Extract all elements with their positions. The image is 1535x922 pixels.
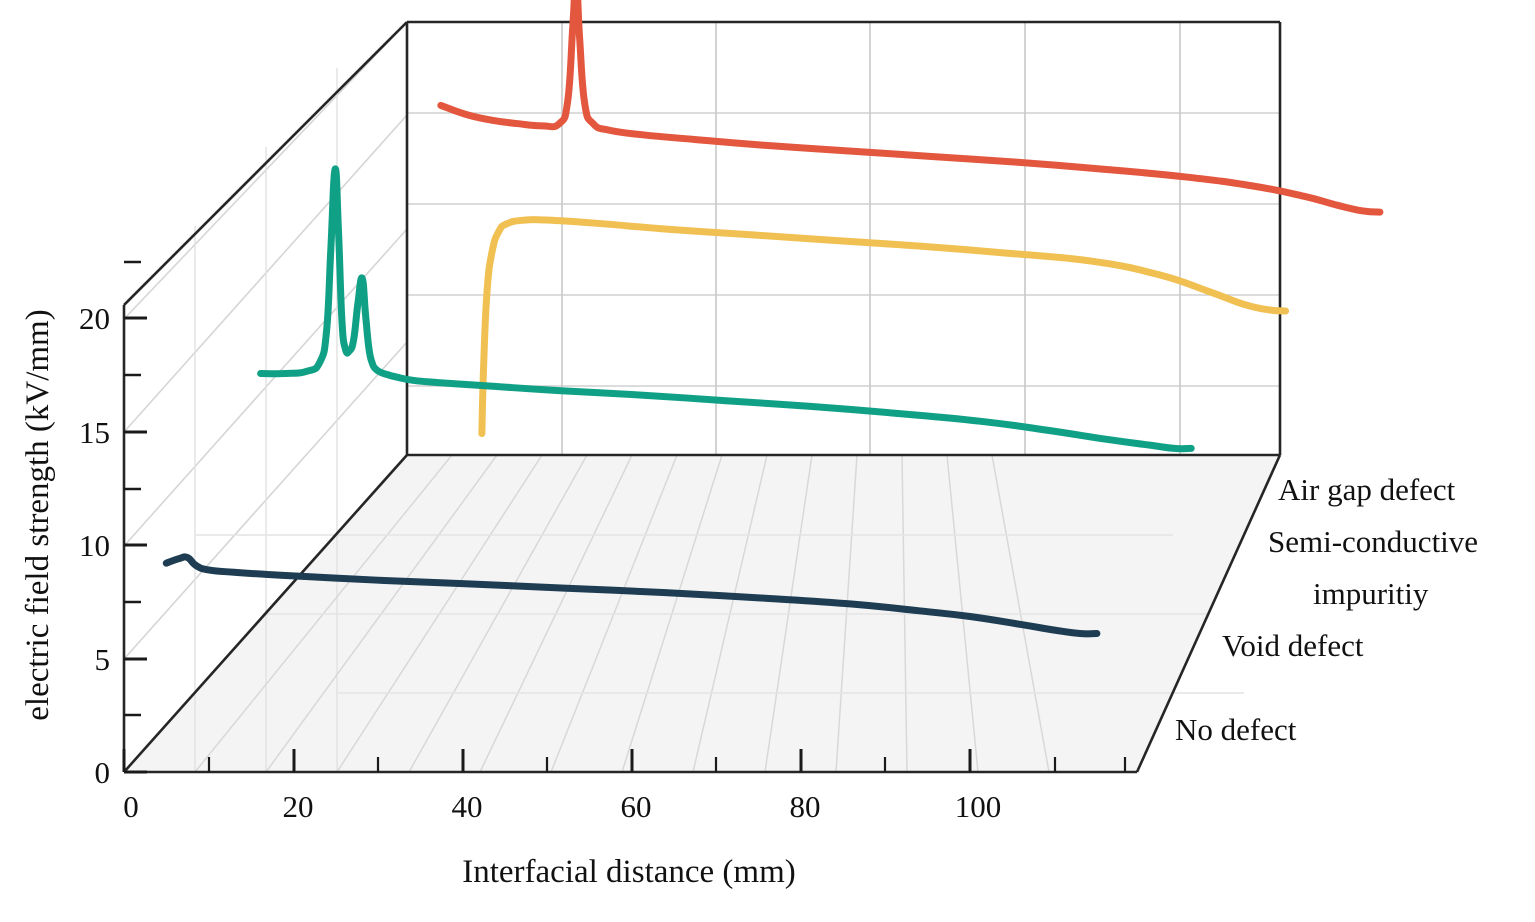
y-tick-label: 5 — [95, 642, 111, 677]
x-tick-label: 80 — [790, 789, 821, 824]
x-tick-label: 60 — [621, 789, 652, 824]
y-tick-label: 10 — [79, 528, 110, 563]
series-lines — [162, 0, 1384, 638]
axis-frame — [122, 20, 1282, 774]
x-axis-title: Interfacial distance (mm) — [462, 854, 796, 890]
y-axis-tick-labels: 0 5 10 15 20 — [79, 301, 110, 790]
series-line-no-defect — [162, 553, 1101, 638]
series-label-no-defect: No defect — [1175, 712, 1297, 747]
series-label-impurity: impuritiy — [1313, 576, 1429, 611]
x-axis-ticks — [122, 749, 1127, 772]
series-label-air-gap-defect: Air gap defect — [1278, 472, 1456, 507]
x-tick-label: 40 — [452, 789, 483, 824]
backwall-vertical-gridlines — [561, 22, 1181, 455]
y-tick-label: 0 — [95, 755, 111, 790]
series-label-void-defect: Void defect — [1222, 628, 1364, 663]
floor-row-gridlines — [195, 534, 1244, 694]
x-tick-label: 100 — [955, 789, 1002, 824]
x-tick-label: 0 — [123, 789, 139, 824]
y-axis-ticks — [124, 260, 147, 774]
x-tick-label: 20 — [283, 789, 314, 824]
y-tick-label: 20 — [79, 301, 110, 336]
y-axis-title: electric field strength (kV/mm) — [20, 309, 56, 720]
x-axis-tick-labels: 0 20 40 60 80 100 — [123, 789, 1001, 824]
series-labels: Air gap defect Semi-conductive impuritiy… — [1175, 472, 1478, 747]
series-label-semi-conductive: Semi-conductive — [1268, 524, 1478, 559]
series-line-air-gap-defect — [437, 0, 1384, 216]
backwall-horizontal-gridlines — [407, 112, 1280, 387]
series-line-void-defect — [257, 165, 1195, 453]
series-line-semi-conductive-impurity — [478, 216, 1290, 438]
y-tick-label: 15 — [79, 415, 110, 450]
